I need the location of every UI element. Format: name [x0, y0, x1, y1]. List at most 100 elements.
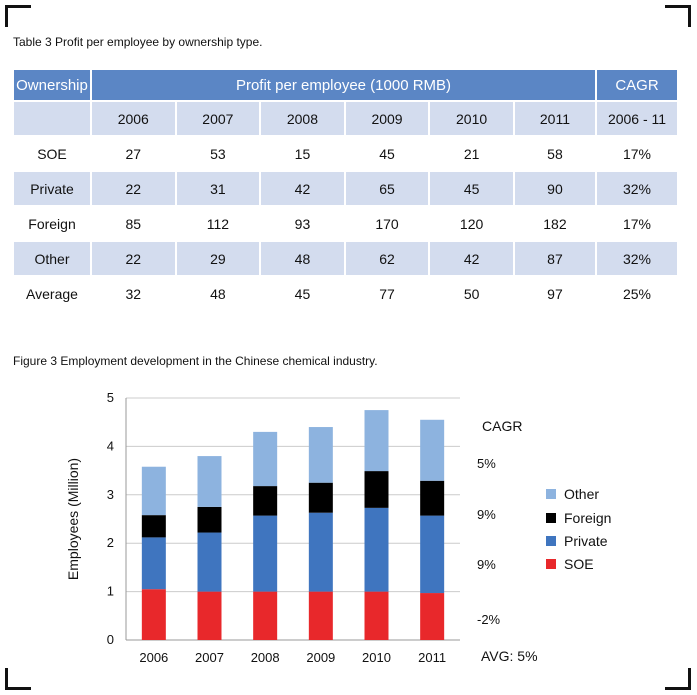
legend-item-private: Private — [546, 533, 608, 549]
y-tick-label: 1 — [107, 584, 114, 599]
cagr-value: 5% — [477, 456, 496, 471]
cell: 112 — [176, 207, 260, 240]
bar-foreign-2011 — [420, 480, 445, 516]
figure-caption: Figure 3 Employment development in the C… — [13, 354, 378, 368]
frame-corner-bottom-left-h — [5, 687, 31, 690]
bar-private-2010 — [364, 507, 389, 592]
row-label: SOE — [14, 137, 90, 170]
cell: 45 — [345, 137, 429, 170]
bar-private-2006 — [141, 537, 166, 590]
frame-corner-bottom-right — [688, 668, 691, 690]
bar-foreign-2009 — [308, 482, 333, 513]
employment-chart: 0 1 2 3 4 5 Employees (Million) 2006 2007 2008 200… — [65, 390, 460, 665]
bar-foreign-2010 — [364, 471, 389, 508]
cell: 58 — [514, 137, 595, 170]
bar-private-2007 — [197, 532, 222, 592]
year-cell: 2008 — [261, 102, 344, 135]
year-cell: 2006 — [92, 102, 175, 135]
cell: 90 — [514, 172, 595, 205]
cagr-cell: 17% — [597, 207, 677, 240]
cell: 93 — [261, 207, 344, 240]
y-tick-label: 5 — [107, 390, 114, 405]
cell: 42 — [430, 242, 513, 275]
table-row: Other 22 29 48 62 42 87 32% — [14, 242, 677, 275]
header-profit: Profit per employee (1000 RMB) — [92, 70, 595, 100]
legend-item-soe: SOE — [546, 556, 594, 572]
cell: 31 — [176, 172, 260, 205]
frame-corner-bottom-left — [5, 668, 8, 690]
cagr-period: 2006 - 11 — [597, 102, 677, 135]
legend-swatch — [546, 536, 556, 546]
legend-label: Foreign — [564, 510, 612, 526]
cell: 45 — [430, 172, 513, 205]
cell: 48 — [176, 277, 260, 310]
frame-corner-top-left — [5, 5, 8, 27]
cell: 65 — [345, 172, 429, 205]
cagr-cell: 17% — [597, 137, 677, 170]
row-label: Average — [14, 277, 90, 310]
cell: 53 — [176, 137, 260, 170]
cell: 22 — [92, 242, 175, 275]
frame-corner-top-left-h — [5, 5, 31, 8]
bar-other-2011 — [420, 419, 445, 481]
x-tick-label: 2007 — [195, 650, 224, 665]
table-row: Average 32 48 45 77 50 97 25% — [14, 277, 677, 310]
legend-swatch — [546, 559, 556, 569]
y-tick-label: 3 — [107, 487, 114, 502]
legend-swatch — [546, 489, 556, 499]
year-cell: 2007 — [176, 102, 260, 135]
bar-soe-2011 — [420, 593, 445, 640]
cell: 62 — [345, 242, 429, 275]
frame-corner-top-right-h — [665, 5, 691, 8]
cell: 48 — [261, 242, 344, 275]
profit-table: Ownership Profit per employee (1000 RMB)… — [12, 68, 679, 312]
bar-other-2008 — [253, 431, 278, 487]
x-tick-label: 2006 — [139, 650, 168, 665]
cell: 22 — [92, 172, 175, 205]
row-label: Other — [14, 242, 90, 275]
cagr-cell: 25% — [597, 277, 677, 310]
table-caption: Table 3 Profit per employee by ownership… — [13, 35, 263, 49]
cagr-title: CAGR — [482, 418, 523, 434]
table-row: SOE 27 53 15 45 21 58 17% — [14, 137, 677, 170]
bar-soe-2009 — [308, 591, 333, 640]
cagr-value: 9% — [477, 557, 496, 572]
bar-soe-2006 — [141, 589, 166, 640]
x-tick-label: 2010 — [362, 650, 391, 665]
year-blank — [14, 102, 90, 135]
table-row: Private 22 31 42 65 45 90 32% — [14, 172, 677, 205]
cell: 27 — [92, 137, 175, 170]
x-tick-label: 2009 — [306, 650, 335, 665]
legend-label: Private — [564, 533, 608, 549]
bar-foreign-2007 — [197, 506, 222, 533]
header-ownership: Ownership — [14, 70, 90, 100]
bar-foreign-2006 — [141, 515, 166, 538]
y-tick-label: 2 — [107, 535, 114, 550]
bar-other-2010 — [364, 410, 389, 472]
cell: 170 — [345, 207, 429, 240]
bar-soe-2007 — [197, 591, 222, 640]
bar-private-2011 — [420, 515, 445, 594]
bar-foreign-2008 — [253, 486, 278, 516]
row-label: Foreign — [14, 207, 90, 240]
bar-other-2009 — [308, 427, 333, 483]
row-label: Private — [14, 172, 90, 205]
bar-soe-2010 — [364, 591, 389, 640]
cell: 50 — [430, 277, 513, 310]
cagr-value: 9% — [477, 507, 496, 522]
table-row: Foreign 85 112 93 170 120 182 17% — [14, 207, 677, 240]
y-axis-label: Employees (Million) — [65, 458, 81, 580]
legend-item-foreign: Foreign — [546, 510, 611, 526]
avg-label: AVG: 5% — [481, 648, 538, 664]
x-tick-label: 2011 — [418, 650, 446, 665]
cell: 182 — [514, 207, 595, 240]
bar-other-2006 — [141, 466, 166, 516]
bar-private-2008 — [253, 515, 278, 592]
legend-item-other: Other — [546, 486, 599, 502]
legend-label: Other — [564, 486, 600, 502]
cell: 120 — [430, 207, 513, 240]
year-cell: 2011 — [514, 102, 595, 135]
bar-soe-2008 — [253, 591, 278, 640]
y-tick-label: 4 — [107, 438, 114, 453]
frame-corner-bottom-right-h — [665, 687, 691, 690]
